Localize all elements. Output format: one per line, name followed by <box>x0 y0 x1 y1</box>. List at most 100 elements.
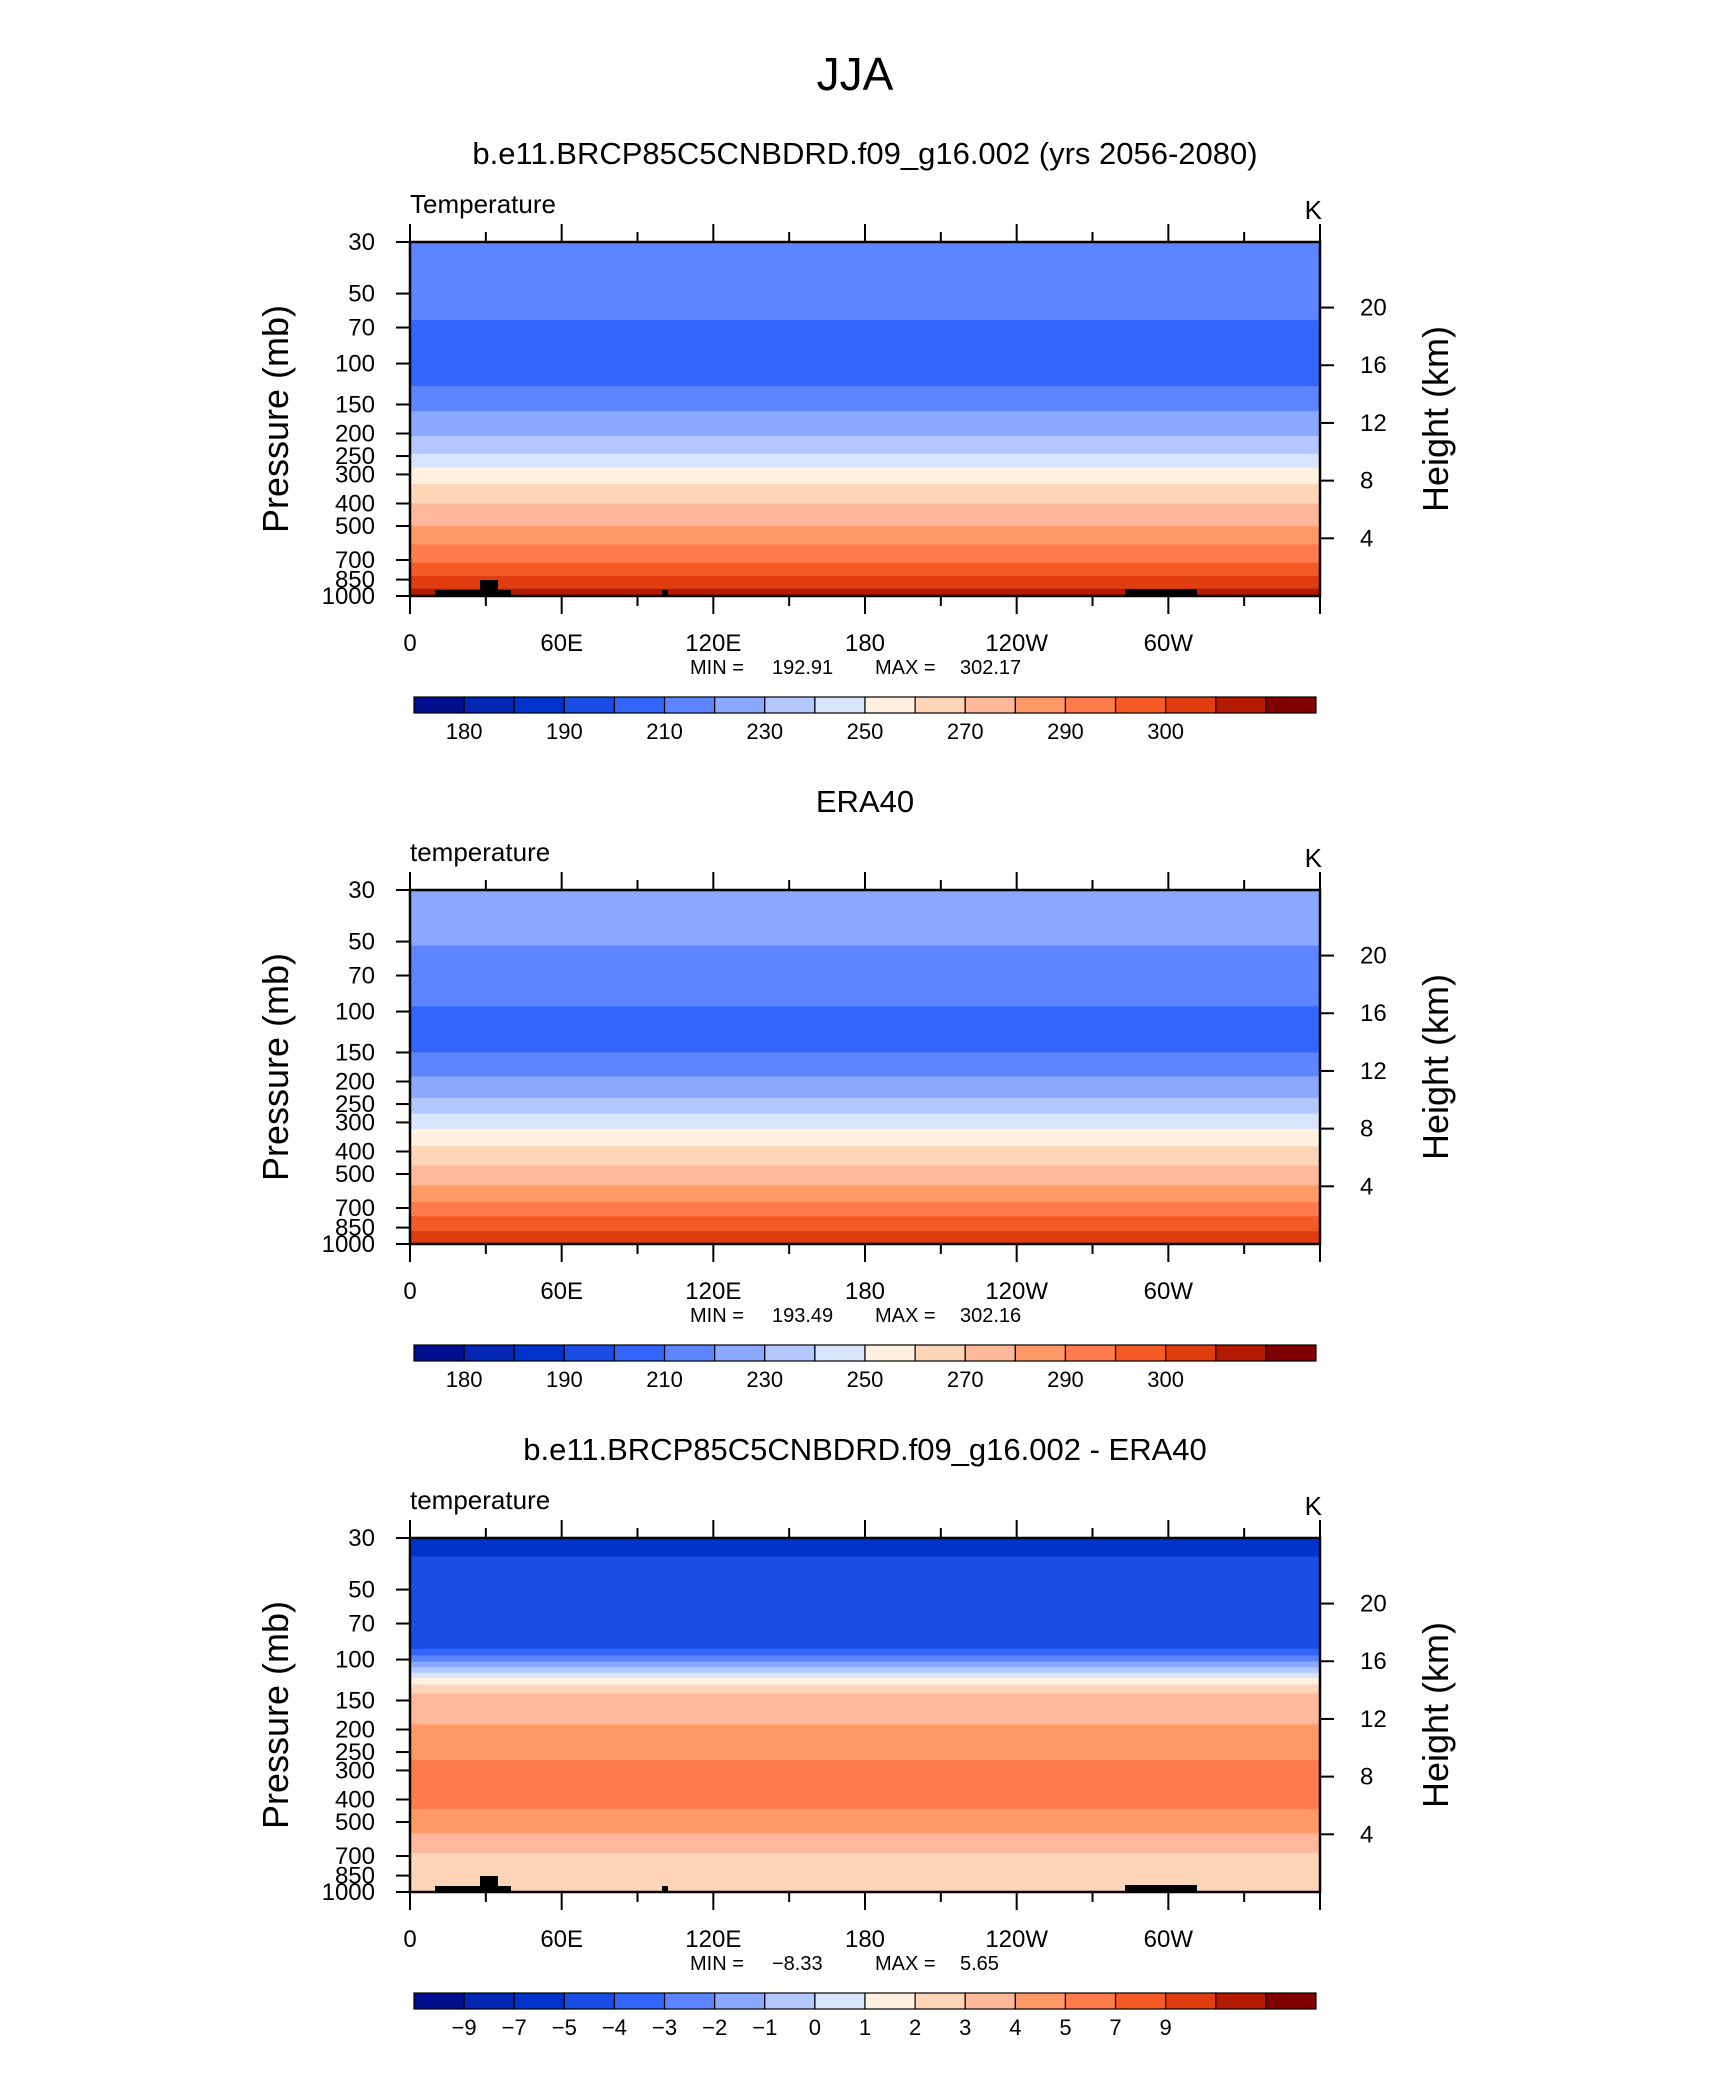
colorbar-label: 2 <box>909 2015 921 2040</box>
colorbar-box <box>1215 696 1267 714</box>
colorbar-box <box>814 1992 866 2010</box>
colorbar-box <box>513 696 565 714</box>
y2-tick-label: 8 <box>1360 1764 1373 1791</box>
contour-band <box>410 410 1320 437</box>
contour-band <box>410 373 1320 387</box>
terrain-mask <box>480 580 498 596</box>
contour-band <box>410 1693 1320 1725</box>
contour-band <box>410 1231 1320 1245</box>
colorbar-box <box>1165 1344 1217 1362</box>
colorbar-label: 1 <box>859 2015 871 2040</box>
contour-band <box>410 1202 1320 1217</box>
colorbar-label: −3 <box>652 2015 677 2040</box>
panel-1: b.e11.BRCP85C5CNBDRD.f09_g16.002 (yrs 20… <box>255 136 1456 744</box>
y-tick-label: 70 <box>348 963 375 990</box>
colorbar-box <box>563 696 616 714</box>
colorbar-box <box>613 1344 666 1362</box>
y2-tick-label: 20 <box>1360 943 1387 970</box>
x-tick-label: 60E <box>540 630 583 657</box>
y-tick-label: 1000 <box>322 1231 375 1258</box>
colorbar-label: −4 <box>602 2015 627 2040</box>
min-label: MIN = <box>690 1305 744 1327</box>
panel-2: ERA40 temperature K 0 60E 120E 180 120W 60W 30 50 7… <box>255 784 1456 1392</box>
contour-band <box>410 1006 1320 1047</box>
contour-band <box>410 1661 1320 1668</box>
contour-band <box>410 1052 1320 1077</box>
y2-tick-label: 16 <box>1360 352 1387 379</box>
colorbar-box <box>1014 1344 1067 1362</box>
y-tick-label: 100 <box>335 999 375 1026</box>
colorbar-label: 180 <box>446 719 483 744</box>
colorbar-label: −7 <box>502 2015 527 2040</box>
y2-tick-label: 20 <box>1360 1591 1387 1618</box>
max-label: MAX = <box>875 657 936 679</box>
y2-tick-label: 16 <box>1360 1000 1387 1027</box>
min-value: 193.49 <box>772 1305 833 1327</box>
colorbar-box <box>1014 696 1067 714</box>
contour-band <box>410 1809 1320 1835</box>
colorbar-box <box>413 1992 465 2010</box>
y-tick-label: 50 <box>348 929 375 956</box>
contour-band <box>410 1113 1320 1130</box>
contour-band <box>410 1097 1320 1115</box>
unit-label: K <box>1305 1491 1323 1521</box>
colorbar-label: 7 <box>1109 2015 1121 2040</box>
y-tick-label: 1000 <box>322 1879 375 1906</box>
y-tick-label: 500 <box>335 1809 375 1836</box>
colorbar-label: 270 <box>947 1367 984 1392</box>
x-tick-label: 120W <box>985 630 1048 657</box>
colorbar-box <box>413 1344 465 1362</box>
x-tick-label: 60W <box>1144 1278 1194 1305</box>
panel-3: b.e11.BRCP85C5CNBDRD.f09_g16.002 - ERA40… <box>255 1432 1456 2040</box>
contour-band <box>410 320 1320 374</box>
colorbar-label: 0 <box>809 2015 821 2040</box>
colorbar-box <box>1215 1344 1267 1362</box>
x-tick-label: 180 <box>845 630 885 657</box>
x-tick-label: 0 <box>403 1278 416 1305</box>
colorbar-box <box>1064 1344 1117 1362</box>
colorbar-box <box>463 1992 515 2010</box>
colorbar-box <box>814 1344 866 1362</box>
y2-axis-title: Height (km) <box>1415 974 1456 1160</box>
terrain-mask <box>662 590 668 596</box>
contour-band <box>410 526 1320 546</box>
max-label: MAX = <box>875 1305 936 1327</box>
y-tick-label: 50 <box>348 1577 375 1604</box>
x-tick-label: 120E <box>685 1926 741 1953</box>
y-tick-label: 150 <box>335 1687 375 1714</box>
panel-title: b.e11.BRCP85C5CNBDRD.f09_g16.002 - ERA40 <box>523 1432 1207 1467</box>
y-tick-label: 250 <box>335 1091 375 1118</box>
contour-band <box>410 242 1320 295</box>
colorbar-box <box>914 1344 966 1362</box>
colorbar-label: 230 <box>746 719 783 744</box>
y2-tick-label: 12 <box>1360 410 1387 437</box>
y-axis-title: Pressure (mb) <box>255 953 296 1181</box>
colorbar-label: −5 <box>552 2015 577 2040</box>
colorbar-label: 3 <box>959 2015 971 2040</box>
unit-label: K <box>1305 195 1323 225</box>
colorbar-box <box>613 696 666 714</box>
contour-band <box>410 1648 1320 1657</box>
terrain-mask <box>480 1876 498 1892</box>
contour-band <box>410 467 1320 485</box>
colorbar-box <box>463 696 515 714</box>
contour-band <box>410 1667 1320 1674</box>
colorbar-box <box>1165 1992 1217 2010</box>
colorbar-box <box>864 1344 916 1362</box>
y-axis-title: Pressure (mb) <box>255 1601 296 1829</box>
colorbar-box <box>714 1344 766 1362</box>
contour-band <box>410 386 1320 412</box>
colorbar-box <box>764 696 816 714</box>
contour-band <box>410 1045 1320 1054</box>
y-tick-label: 500 <box>335 1161 375 1188</box>
contour-band <box>410 1853 1320 1871</box>
y-tick-label: 70 <box>348 1611 375 1638</box>
y-tick-label: 850 <box>335 1215 375 1242</box>
colorbar-label: 230 <box>746 1367 783 1392</box>
colorbar-box <box>1165 696 1217 714</box>
contour-band <box>410 436 1320 455</box>
x-tick-label: 60W <box>1144 630 1194 657</box>
panel-title: ERA40 <box>816 784 914 819</box>
colorbar-label: 290 <box>1047 719 1084 744</box>
y-tick-label: 400 <box>335 1138 375 1165</box>
